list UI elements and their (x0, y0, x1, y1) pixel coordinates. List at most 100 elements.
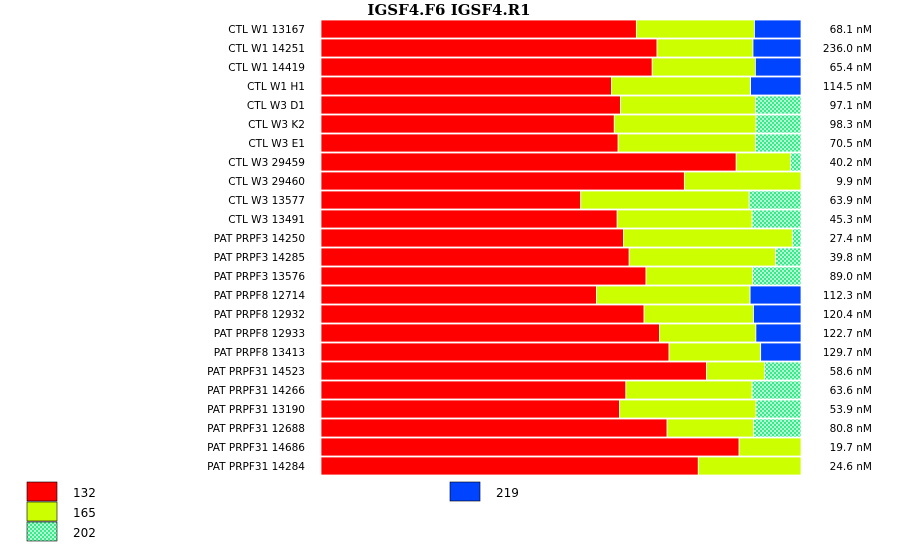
bar-segment-219 (750, 76, 802, 96)
bar-segment-165 (623, 228, 793, 248)
concentration-label: 19.7 nM (830, 442, 872, 454)
row-label: CTL W3 13491 (228, 214, 305, 226)
bar-row: PAT PRPF3 14285 39.8 nM (214, 247, 872, 267)
row-label: CTL W1 14419 (228, 62, 305, 74)
row-label: CTL W1 14251 (228, 43, 305, 55)
row-label: PAT PRPF31 14266 (207, 385, 305, 397)
bar-segment-132 (320, 437, 740, 457)
bar-segment-132 (320, 342, 670, 362)
bar-segment-132 (320, 323, 660, 343)
bar-row: CTL W3 D1 97.1 nM (247, 95, 872, 115)
legend-swatch (26, 501, 58, 522)
bar-segment-219 (752, 38, 802, 58)
concentration-label: 120.4 nM (823, 309, 872, 321)
bar-segment-202 (790, 152, 802, 172)
bar-row: PAT PRPF31 14686 19.7 nM (207, 437, 872, 457)
concentration-label: 98.3 nM (830, 119, 872, 131)
bar-segment-132 (320, 95, 621, 115)
bar-segment-202 (755, 95, 802, 115)
row-label: PAT PRPF3 14250 (214, 233, 305, 245)
legend-swatch (449, 481, 481, 502)
bar-segment-202 (751, 209, 802, 229)
bar-segment-219 (760, 342, 802, 362)
bar-segment-165 (580, 190, 750, 210)
bar-segment-165 (666, 418, 754, 438)
legend-swatch (26, 521, 58, 542)
concentration-label: 65.4 nM (830, 62, 872, 74)
row-label: PAT PRPF8 12714 (214, 290, 306, 302)
legend-item-219: 219 (449, 481, 519, 502)
bar-row: CTL W3 E1 70.5 nM (248, 133, 872, 153)
concentration-label: 89.0 nM (830, 271, 872, 283)
bar-segment-202 (755, 133, 802, 153)
bar-row: CTL W1 14419 65.4 nM (228, 57, 872, 77)
bar-segment-132 (320, 57, 653, 77)
bar-segment-165 (635, 19, 755, 39)
row-label: PAT PRPF8 12932 (214, 309, 305, 321)
concentration-label: 63.9 nM (830, 195, 872, 207)
row-label: CTL W3 29459 (228, 157, 305, 169)
bar-segment-165 (611, 76, 752, 96)
concentration-label: 24.6 nM (830, 461, 872, 473)
row-label: PAT PRPF31 14523 (207, 366, 305, 378)
legend-item-132: 132 (26, 481, 96, 502)
bar-row: PAT PRPF3 14250 27.4 nM (214, 228, 872, 248)
concentration-label: 97.1 nM (830, 100, 872, 112)
row-label: PAT PRPF3 13576 (214, 271, 306, 283)
bar-row: PAT PRPF3 13576 89.0 nM (214, 266, 872, 286)
legend: 132 165 202 219 (26, 481, 519, 542)
bar-segment-165 (617, 133, 756, 153)
bar-segment-219 (755, 323, 802, 343)
concentration-label: 80.8 nM (830, 423, 872, 435)
bar-segment-132 (320, 152, 737, 172)
bar-segment-165 (651, 57, 756, 77)
bar-segment-132 (320, 114, 615, 134)
concentration-label: 27.4 nM (830, 233, 872, 245)
legend-label: 202 (73, 526, 96, 540)
row-label: CTL W3 E1 (248, 138, 305, 150)
row-label: CTL W1 13167 (228, 24, 305, 36)
concentration-label: 63.6 nM (830, 385, 872, 397)
concentration-label: 68.1 nM (830, 24, 872, 36)
bar-segment-132 (320, 171, 685, 191)
bar-segment-202 (755, 399, 802, 419)
bar-row: PAT PRPF31 12688 80.8 nM (207, 418, 872, 438)
bar-segment-132 (320, 418, 668, 438)
concentration-label: 9.9 nM (836, 176, 872, 188)
row-label: PAT PRPF31 14284 (207, 461, 305, 473)
bar-segment-165 (613, 114, 757, 134)
bar-segment-219 (753, 304, 802, 324)
bar-row: PAT PRPF8 12714 112.3 nM (214, 285, 872, 305)
bar-segment-165 (683, 171, 802, 191)
bar-segment-219 (749, 285, 802, 305)
bar-segment-165 (620, 95, 756, 115)
bar-segment-165 (738, 437, 802, 457)
bar-row: CTL W3 K2 98.3 nM (248, 114, 872, 134)
bar-segment-132 (320, 228, 624, 248)
bar-row: PAT PRPF31 14284 24.6 nM (207, 456, 872, 476)
bar-segment-165 (645, 266, 753, 286)
legend-swatch (26, 481, 58, 502)
bar-segment-132 (320, 361, 707, 381)
bar-segment-132 (320, 190, 582, 210)
legend-item-202: 202 (26, 521, 96, 542)
row-label: PAT PRPF8 13413 (214, 347, 305, 359)
bar-segment-165 (697, 456, 802, 476)
bar-segment-132 (320, 285, 597, 305)
bar-segment-165 (659, 323, 757, 343)
bar-segment-202 (753, 418, 802, 438)
bar-row: PAT PRPF31 14266 63.6 nM (207, 380, 872, 400)
bar-segment-132 (320, 133, 619, 153)
bar-row: PAT PRPF31 13190 53.9 nM (207, 399, 872, 419)
legend-item-165: 165 (26, 501, 96, 522)
bar-segment-165 (628, 247, 776, 267)
legend-label: 219 (496, 486, 519, 500)
row-label: PAT PRPF31 13190 (207, 404, 305, 416)
legend-label: 132 (73, 486, 96, 500)
concentration-label: 129.7 nM (823, 347, 872, 359)
bar-row: CTL W3 13491 45.3 nM (228, 209, 872, 229)
bar-row: PAT PRPF31 14523 58.6 nM (207, 361, 872, 381)
concentration-label: 114.5 nM (823, 81, 872, 93)
bar-segment-202 (748, 190, 802, 210)
